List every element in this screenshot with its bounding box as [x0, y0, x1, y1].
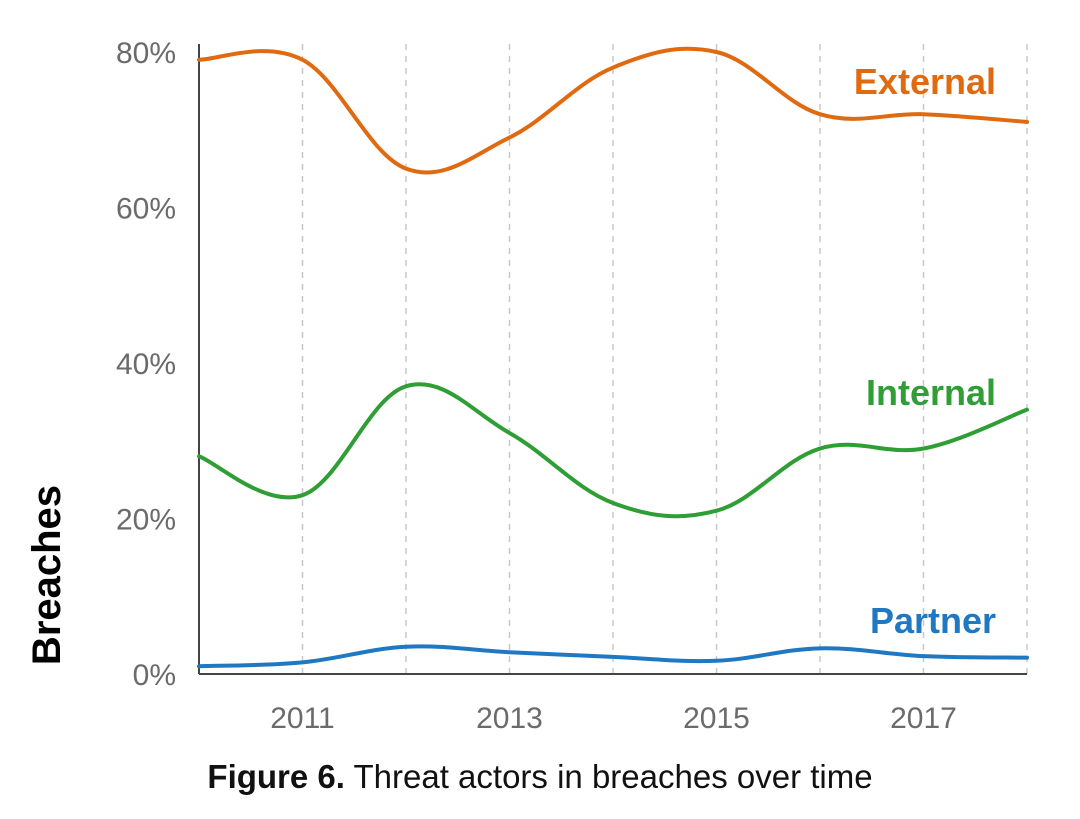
series-label-internal: Internal [866, 372, 996, 413]
series-line-internal [197, 382, 1029, 519]
series-line-partner [197, 644, 1029, 669]
series-line-external [197, 46, 1029, 175]
x-tick-label: 2011 [270, 702, 335, 735]
x-tick-label: 2017 [890, 702, 957, 735]
y-axis-label: Breaches [25, 485, 69, 665]
axes [198, 44, 1027, 675]
grid-lines [301, 44, 1028, 674]
y-tick-label: 20% [116, 504, 176, 537]
x-tick-label: 2015 [683, 702, 750, 735]
y-tick-label: 60% [116, 193, 176, 226]
series-label-external: External [854, 61, 996, 102]
line-chart: 0% 20% 40% 60% 80% 2011 2013 2015 2017 External… [25, 37, 1029, 735]
x-tick-label: 2013 [476, 702, 543, 735]
x-tick-labels: 2011 2013 2015 2017 [270, 702, 957, 735]
caption-text: Threat actors in breaches over time [344, 758, 873, 795]
series-labels: External Internal Partner [854, 61, 996, 641]
y-tick-label: 80% [116, 37, 176, 70]
figure-caption: Figure 6. Threat actors in breaches over… [0, 758, 1080, 796]
y-tick-label: 40% [116, 348, 176, 381]
series-lines [197, 46, 1029, 669]
y-tick-labels: 0% 20% 40% 60% 80% [116, 37, 176, 692]
series-label-partner: Partner [870, 600, 996, 641]
y-tick-label: 0% [133, 659, 176, 692]
caption-prefix: Figure 6. [207, 758, 345, 795]
